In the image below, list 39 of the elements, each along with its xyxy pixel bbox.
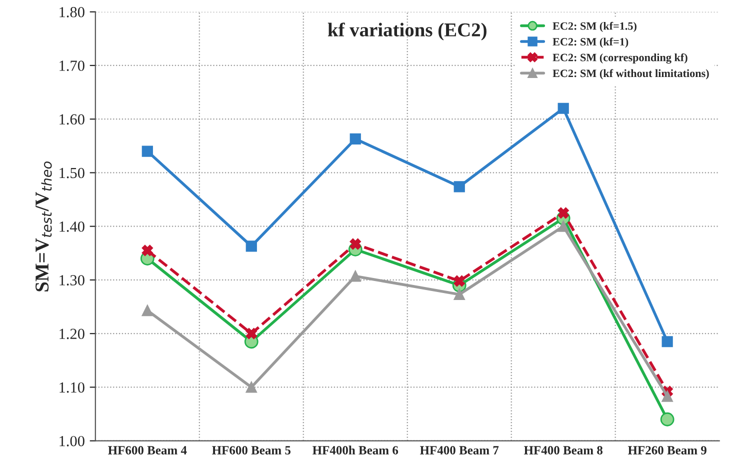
legend-label: EC2: SM (kf=1) (552, 38, 628, 48)
y-tick-label: 1.10 (60, 382, 84, 393)
legend-label: EC2: SM (kf without limitations) (552, 69, 709, 80)
legend-label: EC2: SM (kf=1.5) (552, 22, 636, 32)
y-tick-label: 1.20 (60, 328, 84, 340)
point (558, 207, 569, 218)
y-tick-label: 1.30 (60, 275, 84, 286)
point (142, 146, 153, 157)
point (662, 390, 673, 402)
point (558, 102, 569, 114)
point (454, 181, 465, 192)
point (246, 328, 257, 340)
x-tick-label: HF600 Beam 4 (108, 446, 187, 454)
x-tick-label: HF400h Beam 6 (312, 446, 398, 454)
point (142, 304, 153, 316)
point (350, 238, 361, 250)
point (246, 240, 257, 252)
legend-label: EC2: SM (corresponding kf) (552, 53, 688, 64)
point (558, 220, 569, 232)
point (246, 382, 257, 393)
point (660, 412, 674, 426)
y-axis-title: SM=V$_{test}$/V$_{theo}$ (36, 162, 52, 292)
y-tick-label: 1.60 (60, 114, 84, 125)
point (662, 336, 673, 348)
x-tick-label: HF600 Beam 5 (212, 446, 291, 454)
point (142, 244, 153, 256)
x-tick-label: HF400 Beam 8 (524, 446, 603, 454)
x-tick-label: HF400 Beam 7 (420, 446, 499, 454)
y-tick-label: 1.50 (60, 168, 84, 178)
y-tick-label: 1.40 (60, 221, 84, 232)
x-tick-label: HF260 Beam 9 (628, 446, 706, 454)
text: kf variations (EC2) (328, 22, 486, 40)
y-tick-label: 1.70 (60, 60, 84, 71)
point (454, 275, 465, 287)
point (350, 270, 361, 282)
y-tick-label: 1.80 (60, 6, 84, 18)
point (350, 133, 361, 144)
point (454, 288, 465, 300)
y-tick-label: 1.00 (60, 436, 84, 446)
